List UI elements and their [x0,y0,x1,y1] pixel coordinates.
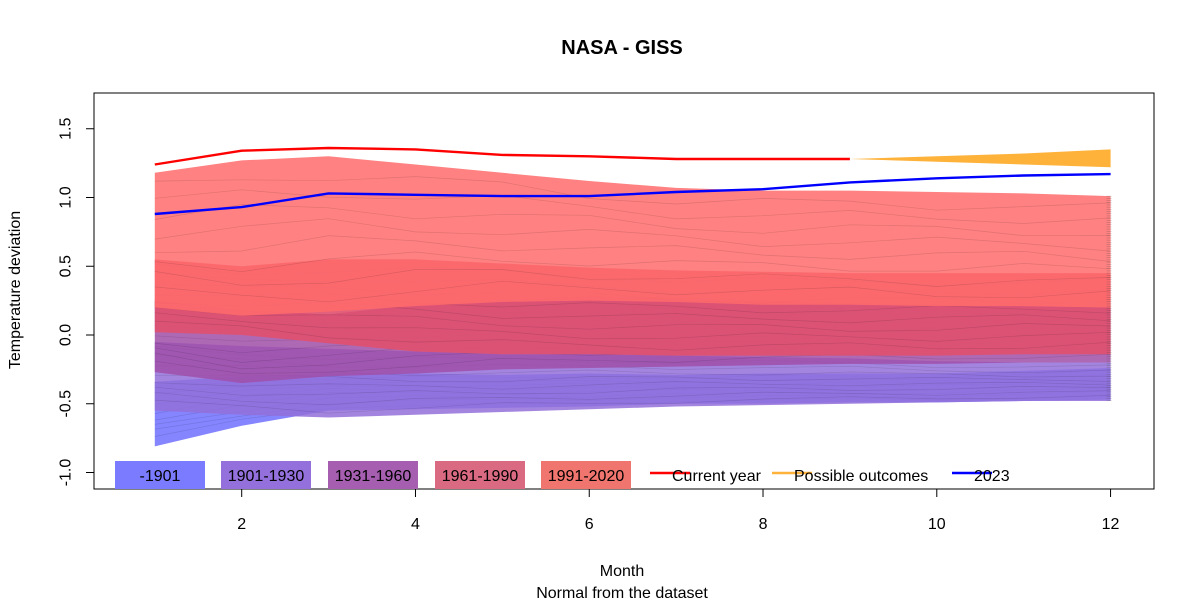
y-tick-label: -0.5 [58,390,75,418]
band-texture-line [154,390,1111,406]
legend-label: 2023 [974,468,1010,485]
band-texture-line [154,280,1111,303]
band-texture-line [154,381,1111,390]
band-texture-line [154,218,1111,252]
x-tick-label: 6 [585,516,594,533]
band-texture-line [154,353,1111,374]
y-tick-label: 1.5 [58,118,75,140]
band-texture-line [154,386,1111,396]
legend-label: 1991-2020 [548,468,625,485]
x-axis-label: Month [600,563,644,580]
axes: 2 4 6 8 10 12 -1.0 -0.5 0.0 0.5 1.0 1.5 [58,92,1155,533]
band-texture-line [154,394,1111,414]
legend-swatch [328,461,418,489]
y-axis-label: Temperature deviation [7,211,24,369]
band-texture-line [154,204,1111,237]
legend-swatch [541,461,631,489]
band-texture-line [154,176,1111,211]
band-texture-line [154,307,1111,332]
x-tick-label: 2 [237,516,246,533]
series-line-current-year [154,146,850,166]
x-tick-label: 4 [411,516,420,533]
x-axis-sublabel: Normal from the dataset [536,585,708,602]
band-5 [154,156,1111,316]
x-tick-label: 10 [928,516,946,533]
y-tick-label: -1.0 [58,459,75,487]
y-tick-label: 0.5 [58,255,75,277]
legend-swatch [435,461,525,489]
x-tick-label: 12 [1102,516,1120,533]
legend-label: 1961-1990 [442,468,519,485]
band-texture-line [154,251,1111,273]
plot-area [154,146,1112,447]
band-texture-line [154,235,1111,262]
legend-label: Possible outcomes [794,468,928,485]
legend: -1901 1901-1930 1931-1960 1961-1990 1991-202… [115,461,1010,489]
band-texture-line [154,320,1111,351]
legend-label: 1901-1930 [228,468,305,485]
legend-swatch [115,461,205,489]
series-line-2023 [154,172,1111,216]
legend-swatch [221,461,311,489]
band-texture-line [154,269,1111,287]
legend-label: Current year [672,468,762,485]
band-texture-line [154,312,1111,342]
legend-label: -1901 [140,468,181,485]
y-tick-label: 0.0 [58,324,75,346]
chart-title: NASA - GISS [561,37,683,59]
legend-label: 1931-1960 [335,468,412,485]
possible-outcomes-band [849,149,1111,168]
y-tick-label: 1.0 [58,186,75,208]
x-tick-label: 8 [759,516,768,533]
